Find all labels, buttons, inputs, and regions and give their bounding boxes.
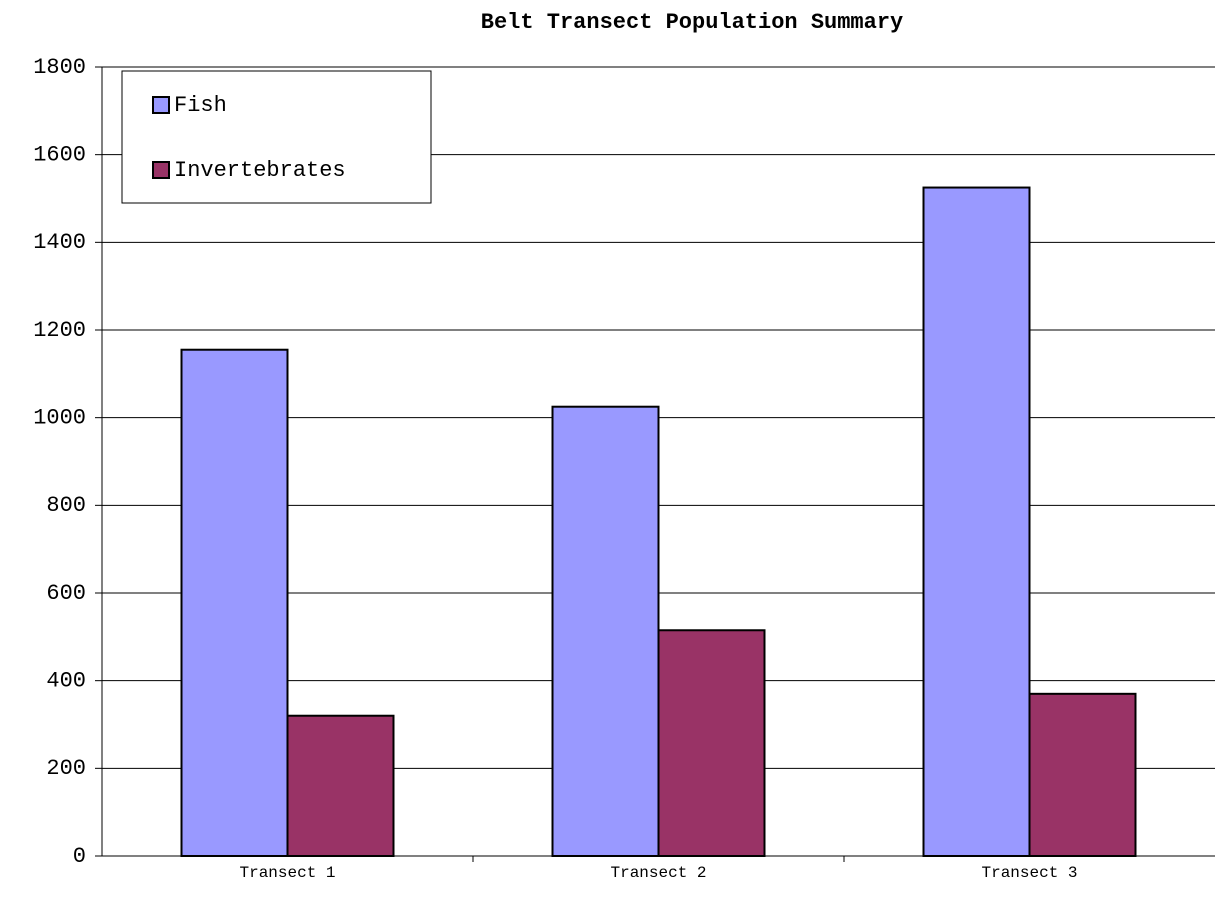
x-tick-label: Transect 1	[239, 864, 335, 882]
y-tick-label: 1600	[33, 142, 86, 167]
y-tick-label: 0	[73, 844, 86, 869]
legend-swatch	[152, 96, 170, 114]
y-tick-label: 1800	[33, 55, 86, 80]
y-tick-label: 400	[46, 668, 86, 693]
bar	[657, 629, 766, 858]
y-tick-label: 200	[46, 756, 86, 781]
y-tick-label: 1200	[33, 318, 86, 343]
y-tick-label: 1400	[33, 230, 86, 255]
bar	[1028, 692, 1137, 857]
x-tick-label: Transect 3	[981, 864, 1077, 882]
legend-box	[121, 70, 432, 204]
bar	[180, 348, 289, 857]
y-tick-label: 600	[46, 581, 86, 606]
bar	[922, 186, 1031, 857]
bar	[551, 405, 660, 857]
x-tick-label: Transect 2	[610, 864, 706, 882]
chart-title: Belt Transect Population Summary	[481, 10, 903, 35]
legend-swatch	[152, 161, 170, 179]
legend-label: Invertebrates	[174, 158, 346, 183]
bar	[286, 714, 395, 857]
y-tick-label: 1000	[33, 405, 86, 430]
y-tick-label: 800	[46, 493, 86, 518]
legend-label: Fish	[174, 93, 227, 118]
